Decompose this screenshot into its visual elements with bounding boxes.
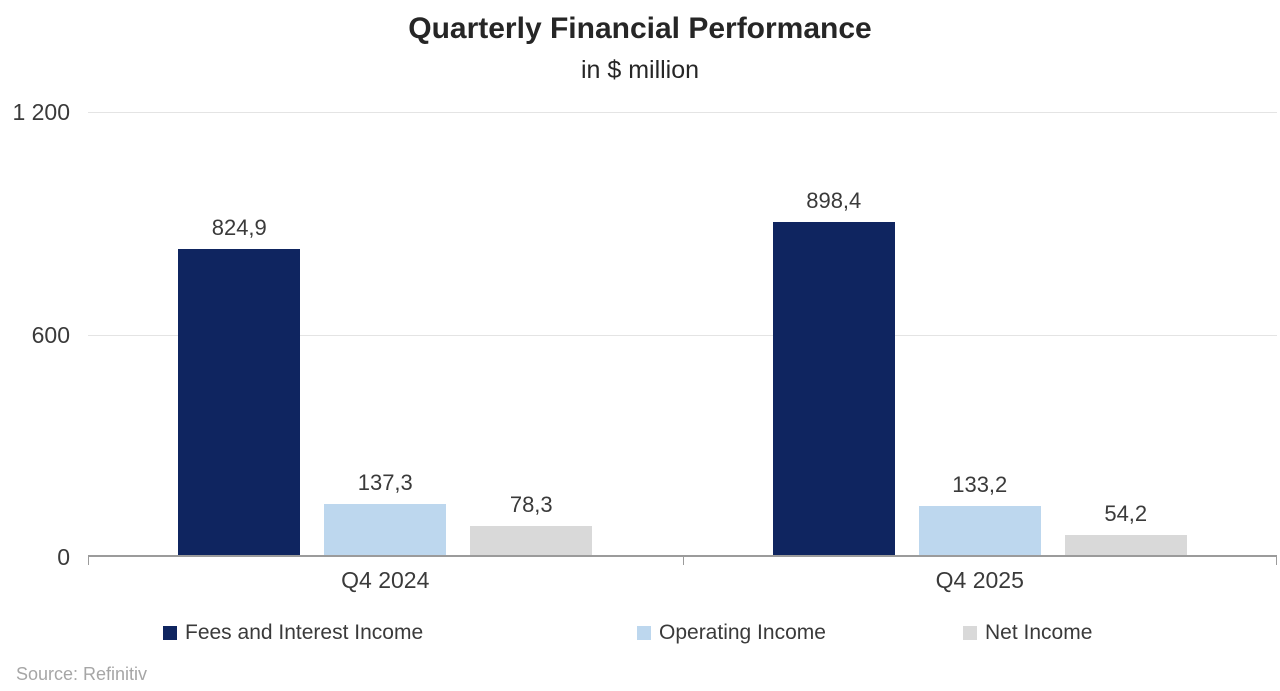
- chart-subtitle: in $ million: [580, 56, 700, 84]
- legend-item-net-income: Net Income: [963, 619, 1092, 647]
- xcat-label-q4-2025: Q4 2025: [935, 567, 1024, 593]
- legend-label-fees-and-interest-income: Fees and Interest Income: [185, 621, 424, 644]
- legend-item-operating-income: Operating Income: [637, 619, 826, 647]
- xcat-label-q4-2024: Q4 2024: [341, 567, 430, 593]
- chart-title: Quarterly Financial Performance: [408, 12, 872, 45]
- plot-area: 824,9 137,3 78,3 898,4 133,2 54,2: [88, 112, 1277, 565]
- legend-label-net-income: Net Income: [985, 621, 1093, 644]
- value-label-net-income-q4-2025: 54,2: [1104, 500, 1148, 526]
- bar-fees-and-interest-income-q4-2025: [772, 221, 895, 555]
- value-label-fees-and-interest-income-q4-2024: 824,9: [211, 215, 267, 241]
- legend-swatch-fees-and-interest-income: [163, 626, 177, 640]
- bar-net-income-q4-2024: [470, 525, 593, 555]
- legend-swatch-operating-income: [637, 626, 651, 640]
- ytick-label-0: 0: [57, 544, 70, 570]
- legend-item-fees-and-interest-income: Fees and Interest Income: [163, 619, 423, 647]
- x-axis-tick-1: [682, 557, 684, 565]
- legend: Fees and Interest Income Operating Income…: [0, 619, 1280, 647]
- source-note: Source: Refinitiv: [16, 664, 148, 684]
- value-label-operating-income-q4-2025: 133,2: [952, 471, 1008, 497]
- value-label-net-income-q4-2024: 78,3: [509, 491, 553, 517]
- ytick-label-600: 600: [31, 321, 70, 348]
- bar-fees-and-interest-income-q4-2024: [178, 249, 301, 555]
- legend-label-operating-income: Operating Income: [659, 621, 826, 644]
- gridline-600: [88, 334, 1277, 336]
- legend-swatch-net-income: [963, 626, 977, 640]
- bar-operating-income-q4-2024: [324, 504, 447, 555]
- bar-net-income-q4-2025: [1064, 534, 1187, 555]
- gridline-1200: [88, 112, 1277, 113]
- ytick-label-1200: 1 200: [12, 99, 70, 125]
- value-label-operating-income-q4-2024: 137,3: [357, 470, 413, 496]
- bar-operating-income-q4-2025: [918, 505, 1041, 555]
- x-axis-tick-2: [1276, 557, 1277, 565]
- x-axis-tick-0: [88, 557, 89, 565]
- value-label-fees-and-interest-income-q4-2025: 898,4: [806, 187, 862, 213]
